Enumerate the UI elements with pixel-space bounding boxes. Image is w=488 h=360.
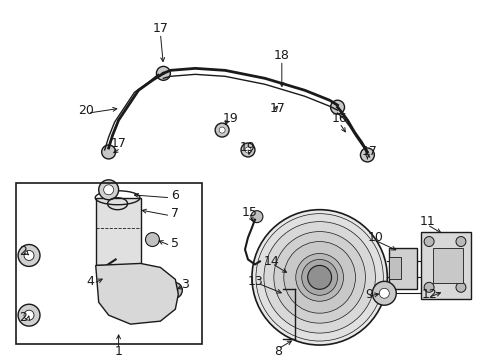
Text: 17: 17 bbox=[110, 136, 126, 149]
Text: 8: 8 bbox=[273, 345, 281, 357]
Circle shape bbox=[145, 233, 159, 247]
Text: 6: 6 bbox=[171, 189, 179, 202]
Circle shape bbox=[18, 244, 40, 266]
Circle shape bbox=[24, 251, 34, 260]
Circle shape bbox=[295, 253, 343, 301]
Bar bbox=[96, 198, 140, 265]
Circle shape bbox=[241, 143, 254, 157]
Circle shape bbox=[18, 304, 40, 326]
Text: 11: 11 bbox=[418, 215, 434, 228]
Bar bbox=[432, 248, 462, 283]
Circle shape bbox=[283, 242, 355, 313]
Bar bbox=[420, 231, 470, 299]
Circle shape bbox=[251, 210, 386, 345]
Circle shape bbox=[219, 127, 224, 133]
Circle shape bbox=[103, 185, 113, 195]
Circle shape bbox=[255, 214, 383, 341]
Circle shape bbox=[307, 265, 331, 289]
Circle shape bbox=[423, 282, 433, 292]
Text: 9: 9 bbox=[365, 288, 372, 301]
Text: 18: 18 bbox=[273, 49, 289, 62]
Circle shape bbox=[24, 310, 34, 320]
Text: 13: 13 bbox=[247, 275, 264, 288]
Text: 15: 15 bbox=[242, 206, 257, 219]
Text: 17: 17 bbox=[152, 22, 168, 35]
Text: 12: 12 bbox=[420, 288, 436, 301]
Circle shape bbox=[170, 287, 178, 294]
Text: 10: 10 bbox=[366, 231, 383, 244]
Circle shape bbox=[264, 222, 375, 333]
Polygon shape bbox=[96, 264, 178, 324]
Circle shape bbox=[379, 288, 388, 298]
Circle shape bbox=[99, 180, 119, 200]
Circle shape bbox=[423, 237, 433, 247]
Text: 17: 17 bbox=[269, 102, 285, 115]
Text: 17: 17 bbox=[361, 145, 377, 158]
Circle shape bbox=[273, 231, 365, 323]
Circle shape bbox=[102, 145, 115, 159]
Text: 19: 19 bbox=[222, 112, 238, 125]
Circle shape bbox=[215, 123, 228, 137]
Bar bbox=[388, 248, 416, 289]
Circle shape bbox=[301, 260, 337, 295]
Text: 2: 2 bbox=[19, 245, 27, 258]
Text: 2: 2 bbox=[19, 311, 27, 324]
Circle shape bbox=[372, 282, 395, 305]
Circle shape bbox=[128, 284, 148, 304]
Circle shape bbox=[244, 147, 250, 153]
Text: 7: 7 bbox=[171, 207, 179, 220]
Text: 5: 5 bbox=[171, 237, 179, 250]
Text: 3: 3 bbox=[181, 278, 189, 291]
Text: 20: 20 bbox=[78, 104, 94, 117]
Circle shape bbox=[121, 276, 156, 312]
Circle shape bbox=[250, 211, 263, 222]
Text: 19: 19 bbox=[240, 141, 255, 154]
Circle shape bbox=[166, 282, 182, 298]
Circle shape bbox=[455, 282, 465, 292]
Bar bbox=[16, 183, 202, 344]
Circle shape bbox=[360, 148, 374, 162]
Text: 14: 14 bbox=[264, 255, 279, 268]
Text: 4: 4 bbox=[87, 275, 95, 288]
Text: 16: 16 bbox=[331, 112, 346, 125]
Circle shape bbox=[330, 100, 344, 114]
Circle shape bbox=[156, 66, 170, 80]
Circle shape bbox=[455, 237, 465, 247]
Text: 1: 1 bbox=[114, 345, 122, 357]
Bar bbox=[388, 257, 401, 279]
